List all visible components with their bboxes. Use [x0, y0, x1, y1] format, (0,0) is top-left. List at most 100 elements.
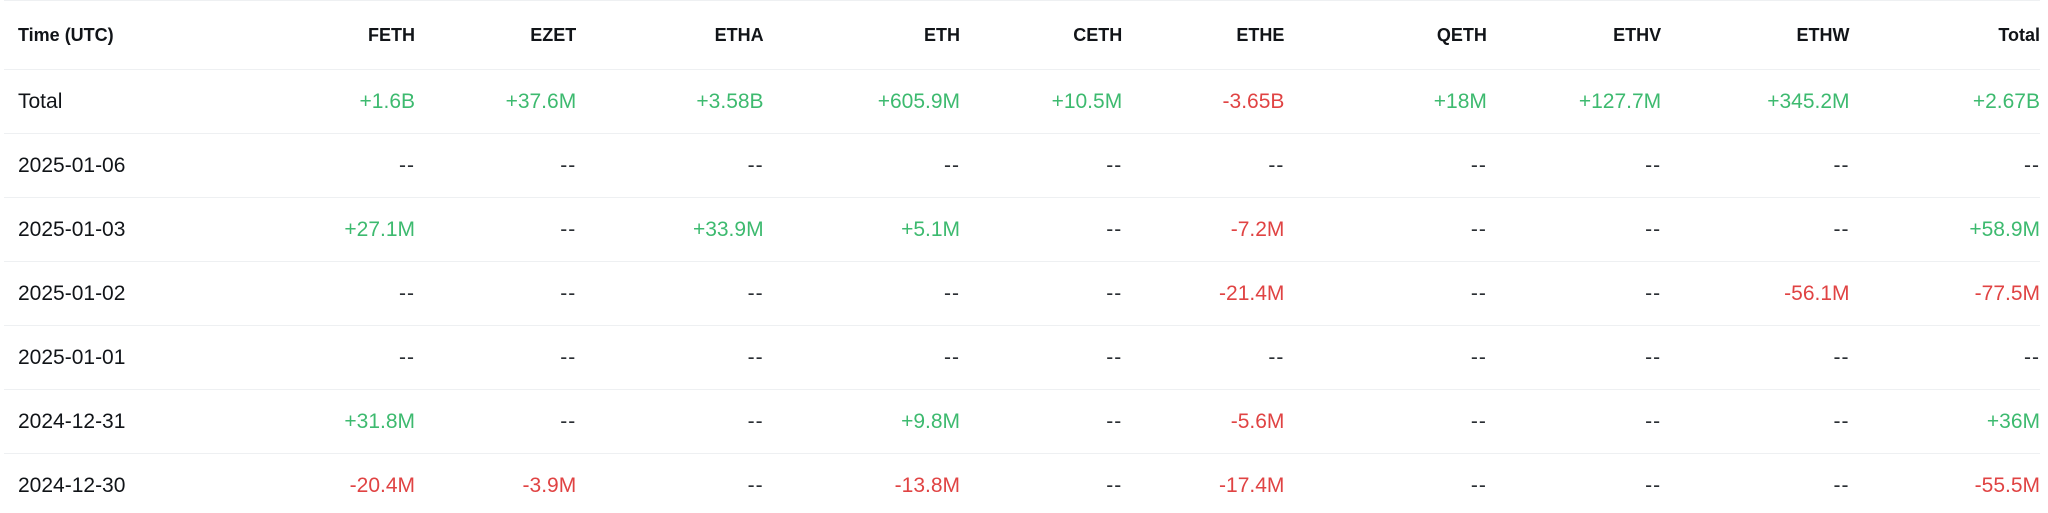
header-row: Time (UTC) FETH EZET ETHA ETH CETH ETHE … [4, 0, 2040, 70]
cell-ethw: -- [1833, 345, 1850, 369]
etf-flows-table: Time (UTC) FETH EZET ETHA ETH CETH ETHE … [4, 0, 2040, 513]
cell-feth: -- [399, 345, 416, 369]
cell-ezet: -- [560, 345, 577, 369]
table-header: Time (UTC) FETH EZET ETHA ETH CETH ETHE … [4, 0, 2040, 70]
column-header-feth[interactable]: FETH [368, 24, 416, 45]
table-row: 2025-01-03 +27.1M -- +33.9M +5.1M -- -7.2M -- --… [4, 198, 2040, 262]
table-body: Total +1.6B +37.6M +3.58B +605.9M +10.5M -3.65… [4, 70, 2040, 513]
table-row-total: Total +1.6B +37.6M +3.58B +605.9M +10.5M -3.65… [4, 70, 2040, 134]
row-date: 2024-12-31 [18, 409, 126, 433]
cell-ceth: -- [1106, 473, 1123, 497]
cell-ceth: -- [1106, 409, 1123, 433]
cell-total: -55.5M [1974, 473, 2040, 497]
cell-total: +58.9M [1969, 217, 2040, 241]
cell-qeth: -- [1470, 473, 1487, 497]
cell-ethe: -- [1268, 345, 1285, 369]
cell-etha: -- [747, 473, 764, 497]
cell-ethw: -- [1833, 217, 1850, 241]
cell-feth: -- [399, 281, 416, 305]
cell-etha: -- [747, 153, 764, 177]
cell-ethv: -- [1645, 473, 1662, 497]
cell-ethv: -- [1645, 281, 1662, 305]
cell-etha: -- [747, 345, 764, 369]
cell-ethe: -21.4M [1219, 281, 1285, 305]
cell-eth: +5.1M [901, 217, 961, 241]
cell-ethe: -3.65B [1222, 89, 1285, 113]
cell-ezet: -- [560, 409, 577, 433]
cell-ezet: -- [560, 217, 577, 241]
row-date: 2025-01-02 [18, 281, 126, 305]
cell-eth: -- [944, 281, 961, 305]
cell-total: -- [2024, 153, 2040, 177]
cell-feth: +27.1M [344, 217, 416, 241]
cell-eth: -- [944, 345, 961, 369]
table-row: 2024-12-30 -20.4M -3.9M -- -13.8M -- -17.4M -- -… [4, 454, 2040, 513]
cell-ethv: -- [1645, 217, 1662, 241]
cell-total: -77.5M [1974, 281, 2040, 305]
cell-ezet: -3.9M [522, 473, 577, 497]
cell-ezet: -- [560, 153, 577, 177]
cell-qeth: -- [1470, 345, 1487, 369]
cell-qeth: -- [1470, 281, 1487, 305]
row-date: 2025-01-03 [18, 217, 126, 241]
table-row: 2025-01-02 -- -- -- -- -- -21.4M -- -- -56.1M -77.… [4, 262, 2040, 326]
cell-eth: -13.8M [894, 473, 961, 497]
column-header-ethw[interactable]: ETHW [1796, 24, 1850, 45]
cell-ethw: -- [1833, 153, 1850, 177]
cell-eth: +9.8M [901, 409, 961, 433]
column-header-qeth[interactable]: QETH [1436, 24, 1487, 45]
cell-ethv: -- [1645, 153, 1662, 177]
cell-feth: +1.6B [359, 89, 416, 113]
column-header-eth[interactable]: ETH [924, 24, 961, 45]
cell-total: +36M [1986, 409, 2040, 433]
cell-ethw: -56.1M [1784, 281, 1850, 305]
column-header-ceth[interactable]: CETH [1073, 24, 1123, 45]
table-row: 2025-01-01 -- -- -- -- -- -- -- -- -- -- [4, 326, 2040, 390]
cell-ceth: -- [1106, 281, 1123, 305]
cell-feth: -20.4M [349, 473, 416, 497]
cell-ethe: -- [1268, 153, 1285, 177]
cell-ethv: +127.7M [1578, 89, 1662, 113]
cell-etha: -- [747, 281, 764, 305]
column-header-ethv[interactable]: ETHV [1613, 24, 1662, 45]
cell-ethe: -17.4M [1219, 473, 1285, 497]
column-header-total[interactable]: Total [1998, 24, 2040, 45]
cell-feth: -- [399, 153, 416, 177]
cell-ceth: -- [1106, 153, 1123, 177]
cell-ethw: -- [1833, 409, 1850, 433]
cell-ethv: -- [1645, 409, 1662, 433]
table-row: 2024-12-31 +31.8M -- -- +9.8M -- -5.6M -- -- -- +3… [4, 390, 2040, 454]
cell-ethe: -7.2M [1230, 217, 1285, 241]
cell-qeth: -- [1470, 153, 1487, 177]
cell-etha: +3.58B [696, 89, 764, 113]
cell-ethw: +345.2M [1767, 89, 1850, 113]
cell-eth: +605.9M [877, 89, 961, 113]
cell-ezet: +37.6M [505, 89, 577, 113]
cell-qeth: -- [1470, 409, 1487, 433]
column-header-etha[interactable]: ETHA [714, 24, 764, 45]
row-date: 2025-01-01 [18, 345, 126, 369]
column-header-ezet[interactable]: EZET [530, 24, 577, 45]
cell-etha: +33.9M [692, 217, 764, 241]
cell-etha: -- [747, 409, 764, 433]
cell-ethe: -5.6M [1230, 409, 1285, 433]
cell-ethv: -- [1645, 345, 1662, 369]
cell-ceth: -- [1106, 345, 1123, 369]
cell-eth: -- [944, 153, 961, 177]
cell-total: +2.67B [1972, 89, 2040, 113]
row-label-total: Total [18, 89, 63, 113]
cell-qeth: -- [1470, 217, 1487, 241]
table-row: 2025-01-06 -- -- -- -- -- -- -- -- -- -- [4, 134, 2040, 198]
column-header-time[interactable]: Time (UTC) [18, 24, 114, 45]
column-header-ethe[interactable]: ETHE [1236, 24, 1285, 45]
cell-ceth: -- [1106, 217, 1123, 241]
cell-qeth: +18M [1433, 89, 1487, 113]
cell-ethw: -- [1833, 473, 1850, 497]
row-date: 2024-12-30 [18, 473, 126, 497]
cell-ezet: -- [560, 281, 577, 305]
cell-ceth: +10.5M [1051, 89, 1123, 113]
cell-feth: +31.8M [344, 409, 416, 433]
row-date: 2025-01-06 [18, 153, 126, 177]
cell-total: -- [2024, 345, 2040, 369]
